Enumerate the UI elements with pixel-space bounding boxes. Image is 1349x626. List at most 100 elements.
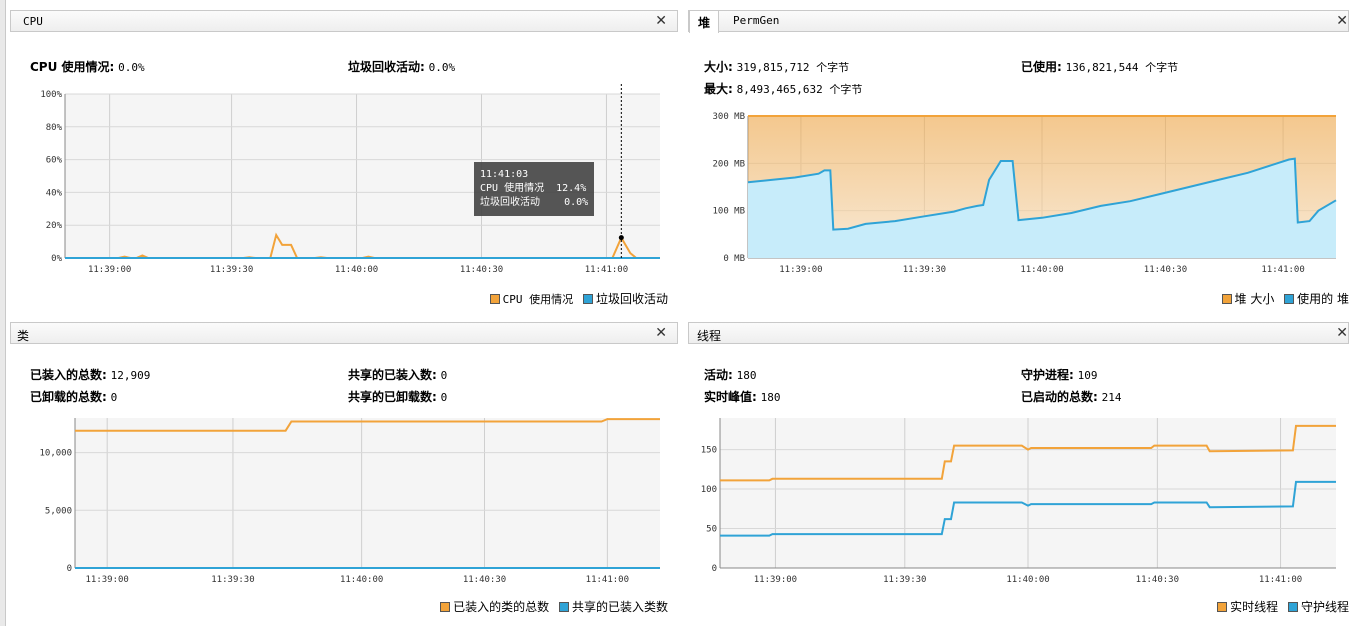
heap-max-label: 最大: xyxy=(704,82,733,96)
y-tick-label: 80% xyxy=(46,123,63,133)
close-icon[interactable]: ✕ xyxy=(1336,13,1348,29)
cpu-usage-label: CPU 使用情况: xyxy=(30,60,115,74)
threads-daemon-label: 守护进程: xyxy=(1021,368,1074,382)
heap-legend: 堆 大小 使用的 堆 xyxy=(1216,290,1349,307)
gc-activity-info: 垃圾回收活动: 0.0% xyxy=(348,58,455,75)
heap-chart[interactable]: 11:39:00 11:39:30 11:40:00 11:40:30 11:41:00… xyxy=(688,102,1349,290)
legend-swatch-heap-size xyxy=(1221,294,1232,304)
x-tick-label: 11:40:30 xyxy=(1136,575,1179,585)
legend-heap-used-label: 使用的 堆 xyxy=(1297,292,1349,306)
threads-panel-title: 线程 xyxy=(697,329,722,343)
x-tick-label: 11:39:00 xyxy=(754,575,797,585)
legend-swatch-shared xyxy=(558,602,569,612)
heap-size-value: 319,815,712 个字节 xyxy=(736,61,850,74)
x-tick-label: 11:40:00 xyxy=(340,575,383,585)
threads-peak-label: 实时峰值: xyxy=(704,390,757,404)
classes-panel: 类 ✕ 已装入的总数: 12,909 共享的已装入数: 0 已卸载的总数: 0 … xyxy=(10,322,678,626)
classes-panel-header: 类 ✕ xyxy=(10,322,678,344)
tab-permgen[interactable]: PermGen xyxy=(733,14,780,27)
x-tick-label: 11:39:00 xyxy=(779,265,822,275)
classes-chart[interactable]: 11:39:00 11:39:30 11:40:00 11:40:30 11:41:00… xyxy=(10,410,678,600)
y-tick-label: 20% xyxy=(46,221,63,231)
y-tick-label: 5,000 xyxy=(45,506,72,516)
tooltip-gc: 垃圾回收活动 0.0% xyxy=(480,197,589,208)
x-tick-label: 11:39:00 xyxy=(85,575,128,585)
gc-activity-value: 0.0% xyxy=(428,61,456,74)
legend-heap-size-label: 堆 大小 xyxy=(1234,292,1275,306)
x-tick-label: 11:40:00 xyxy=(1006,575,1049,585)
legend-swatch-gc xyxy=(582,294,593,304)
classes-loaded-label: 已装入的总数: xyxy=(30,368,107,382)
legend-gc-label: 垃圾回收活动 xyxy=(595,292,668,306)
series-area-heap-used xyxy=(748,158,1336,258)
tooltip-cpu: CPU 使用情况 12.4% xyxy=(480,183,587,194)
x-tick-label: 11:40:30 xyxy=(463,575,506,585)
x-tick-label: 11:40:30 xyxy=(460,265,503,275)
y-tick-label: 100 MB xyxy=(712,207,745,217)
threads-chart[interactable]: 11:39:00 11:39:30 11:40:00 11:40:30 11:41:00… xyxy=(688,410,1349,600)
classes-panel-title: 类 xyxy=(17,329,30,343)
x-tick-label: 11:39:30 xyxy=(883,575,926,585)
y-tick-label: 100% xyxy=(40,90,62,100)
y-tick-label: 200 MB xyxy=(712,159,745,169)
x-tick-label: 11:39:00 xyxy=(88,265,131,275)
legend-shared-label: 共享的已装入类数 xyxy=(571,600,668,614)
classes-shared-unloaded-label: 共享的已卸载数: xyxy=(348,390,437,404)
cpu-panel-title: CPU xyxy=(23,15,43,28)
x-tick-label: 11:40:00 xyxy=(335,265,378,275)
threads-panel-header: 线程 ✕ xyxy=(688,322,1349,344)
heap-size-label: 大小: xyxy=(704,60,733,74)
legend-swatch-live xyxy=(1217,602,1228,612)
classes-unloaded-value: 0 xyxy=(110,391,118,404)
close-icon[interactable]: ✕ xyxy=(655,13,667,29)
legend-swatch-cpu xyxy=(489,294,500,304)
close-icon[interactable]: ✕ xyxy=(655,325,667,341)
threads-daemon-value: 109 xyxy=(1077,369,1098,382)
cpu-panel: CPU ✕ CPU 使用情况: 0.0% 垃圾回收活动: 0.0% 11:39:… xyxy=(10,10,678,313)
y-tick-label: 100 xyxy=(701,485,717,495)
threads-started-info: 已启动的总数: 214 xyxy=(1021,388,1122,405)
close-icon[interactable]: ✕ xyxy=(1336,325,1348,341)
y-tick-label: 60% xyxy=(46,156,63,166)
cpu-usage-value: 0.0% xyxy=(118,61,145,74)
y-tick-label: 300 MB xyxy=(712,112,745,122)
threads-daemon-info: 守护进程: 109 xyxy=(1021,366,1098,383)
legend-daemon-label: 守护线程 xyxy=(1300,600,1349,614)
y-tick-label: 10,000 xyxy=(39,449,72,459)
x-tick-label: 11:41:00 xyxy=(1259,575,1302,585)
threads-started-value: 214 xyxy=(1101,391,1122,404)
classes-unloaded-label: 已卸载的总数: xyxy=(30,390,107,404)
series-line-0 xyxy=(75,418,660,432)
heap-used-info: 已使用: 136,821,544 个字节 xyxy=(1021,58,1178,75)
cpu-panel-header: CPU ✕ xyxy=(10,10,678,32)
threads-live-value: 180 xyxy=(736,369,757,382)
y-tick-label: 0 xyxy=(712,564,717,574)
threads-live-info: 活动: 180 xyxy=(704,366,757,383)
y-tick-label: 50 xyxy=(706,525,717,535)
classes-legend: 已装入的类的总数 共享的已装入类数 xyxy=(434,598,668,615)
cpu-tooltip: 11:41:03 CPU 使用情况 12.4% 垃圾回收活动 0.0% xyxy=(474,162,595,216)
cpu-usage-info: CPU 使用情况: 0.0% xyxy=(30,58,145,75)
x-tick-label: 11:41:00 xyxy=(1261,265,1304,275)
heap-panel-header: 堆 PermGen ✕ xyxy=(688,10,1349,33)
threads-started-label: 已启动的总数: xyxy=(1021,390,1098,404)
y-tick-label: 0 MB xyxy=(723,254,745,264)
heap-size-info: 大小: 319,815,712 个字节 xyxy=(704,58,849,75)
x-tick-label: 11:39:30 xyxy=(903,265,946,275)
threads-peak-value: 180 xyxy=(760,391,781,404)
left-window-edge xyxy=(0,0,6,626)
classes-loaded-info: 已装入的总数: 12,909 xyxy=(30,366,150,383)
series-line-1 xyxy=(747,157,1337,231)
x-tick-label: 11:41:00 xyxy=(586,575,629,585)
x-tick-label: 11:39:30 xyxy=(210,265,253,275)
y-tick-label: 150 xyxy=(701,446,717,456)
legend-loaded-label: 已装入的类的总数 xyxy=(453,600,550,614)
x-tick-label: 11:41:00 xyxy=(585,265,628,275)
classes-shared-unloaded-info: 共享的已卸载数: 0 xyxy=(348,388,447,405)
threads-legend: 实时线程 守护线程 xyxy=(1211,598,1349,615)
y-tick-label: 0 xyxy=(67,564,72,574)
legend-cpu-label: CPU 使用情况 xyxy=(502,293,574,306)
legend-live-label: 实时线程 xyxy=(1230,600,1279,614)
tab-heap[interactable]: 堆 xyxy=(689,11,720,33)
classes-shared-unloaded-value: 0 xyxy=(440,391,448,404)
